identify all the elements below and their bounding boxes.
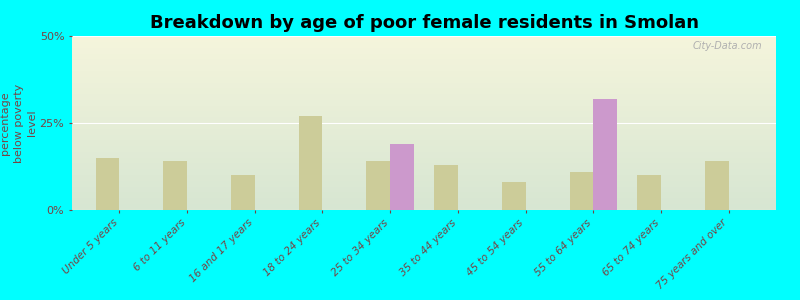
Bar xyxy=(366,161,390,210)
Bar xyxy=(594,99,617,210)
Bar xyxy=(390,144,414,210)
Bar xyxy=(502,182,526,210)
Bar xyxy=(434,165,458,210)
Bar xyxy=(638,175,661,210)
Title: Breakdown by age of poor female residents in Smolan: Breakdown by age of poor female resident… xyxy=(150,14,698,32)
Bar xyxy=(570,172,594,210)
Bar xyxy=(298,116,322,210)
Bar xyxy=(231,175,254,210)
Text: City-Data.com: City-Data.com xyxy=(692,41,762,51)
Bar xyxy=(96,158,119,210)
Bar xyxy=(163,161,187,210)
Y-axis label: percentage
below poverty
level: percentage below poverty level xyxy=(1,83,37,163)
Bar xyxy=(705,161,729,210)
